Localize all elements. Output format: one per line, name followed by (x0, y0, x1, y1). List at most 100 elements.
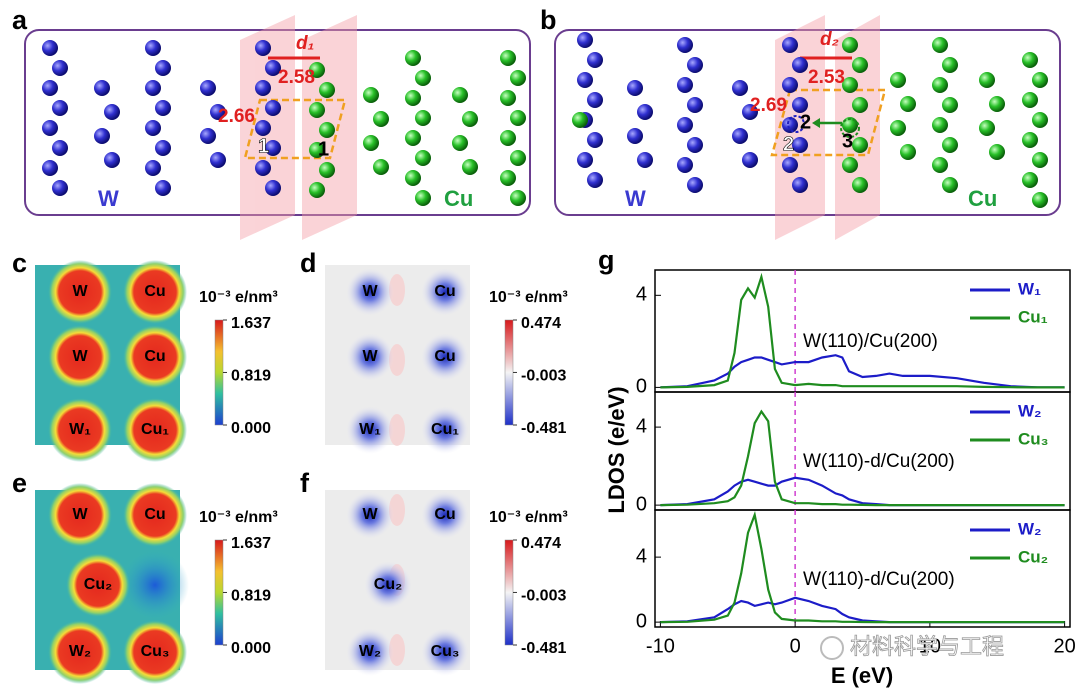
y-tick-label: 4 (636, 415, 647, 437)
atom-density (346, 491, 394, 539)
atom (677, 77, 693, 93)
atom (842, 37, 858, 53)
panel-letter: a (12, 5, 28, 35)
atom (462, 159, 478, 175)
site-label: 2 (800, 111, 811, 133)
atom (572, 112, 588, 128)
site-label: 3 (842, 130, 853, 152)
atom-density (48, 398, 112, 462)
atom (932, 117, 948, 133)
atom (577, 72, 593, 88)
atom (932, 37, 948, 53)
atom (890, 72, 906, 88)
annotation: W(110)-d/Cu(200) (803, 569, 955, 590)
colorbar (214, 319, 224, 426)
atom (42, 160, 58, 176)
atom (500, 90, 516, 106)
atom (145, 120, 161, 136)
atom (510, 150, 526, 166)
cell-outline (770, 88, 887, 157)
atom (42, 120, 58, 136)
atom (932, 157, 948, 173)
atom (782, 157, 798, 173)
d-label: d₁ (296, 33, 314, 54)
atom-label: Cu₁ (141, 421, 169, 438)
legend-label: W₂ (1018, 519, 1042, 538)
vacancy (787, 115, 805, 133)
panel-frame (554, 29, 1061, 216)
atom-label: W₂ (359, 643, 381, 660)
annotation: W(110)/Cu(200) (803, 331, 938, 352)
atom (782, 117, 798, 133)
atom-label: W (72, 506, 88, 523)
atom (309, 142, 325, 158)
colorbar-tick-label: 1.637 (231, 315, 271, 332)
atom-label: Cu₃ (141, 643, 170, 660)
x-tick-label: 20 (1053, 635, 1075, 657)
atom (890, 120, 906, 136)
colorbar-title: 10⁻³ e/nm³ (199, 289, 278, 306)
atom (1032, 112, 1048, 128)
element-label: Cu (444, 186, 473, 211)
y-tick-label: 4 (636, 284, 647, 306)
atom-label: Cu₂ (374, 576, 402, 593)
atom (319, 122, 335, 138)
atom (842, 77, 858, 93)
atom-density (48, 483, 112, 547)
colorbar-tick-label: 0.819 (231, 368, 271, 385)
atom (200, 128, 216, 144)
atom (94, 128, 110, 144)
legend-label: Cu₃ (1018, 429, 1049, 448)
legend-label: W₁ (1018, 279, 1041, 298)
atom (510, 70, 526, 86)
vacancy (840, 118, 860, 138)
atom (577, 152, 593, 168)
atom (255, 120, 271, 136)
atom (462, 111, 478, 127)
atom (415, 150, 431, 166)
atom (792, 57, 808, 73)
atom (1022, 52, 1038, 68)
atom (587, 172, 603, 188)
ldos-line (660, 409, 1065, 507)
colorbar-title: 10⁻³ e/nm³ (199, 509, 278, 526)
x-tick-label: 10 (919, 635, 941, 657)
colorbar-tick-label: -0.481 (521, 640, 566, 657)
atom (687, 137, 703, 153)
atom (1032, 192, 1048, 208)
atom-density (123, 398, 187, 462)
atom (155, 100, 171, 116)
d-label: d₂ (820, 29, 839, 50)
atom (687, 177, 703, 193)
atom (989, 96, 1005, 112)
panel-letter: b (540, 5, 557, 35)
atom (52, 140, 68, 156)
atom-label: Cu (434, 283, 455, 300)
atom (942, 97, 958, 113)
atom-density (421, 491, 469, 539)
y-tick-label: 0 (636, 376, 647, 398)
atom (637, 152, 653, 168)
atom-density (48, 620, 112, 684)
atom (319, 82, 335, 98)
atom (627, 128, 643, 144)
y-tick-label: 4 (636, 545, 647, 567)
colorbar-tick-label: 0.000 (231, 420, 271, 437)
atom (900, 96, 916, 112)
panel-frame (24, 29, 531, 216)
atom (265, 180, 281, 196)
atom (782, 77, 798, 93)
legend-label: Cu₂ (1018, 547, 1048, 566)
atom (742, 152, 758, 168)
atom (373, 159, 389, 175)
atom (932, 77, 948, 93)
atom (510, 110, 526, 126)
atom (979, 72, 995, 88)
atom (155, 60, 171, 76)
atom (510, 190, 526, 206)
atom (309, 102, 325, 118)
atom (210, 104, 226, 120)
atom (415, 190, 431, 206)
atom-label: W (362, 283, 378, 300)
